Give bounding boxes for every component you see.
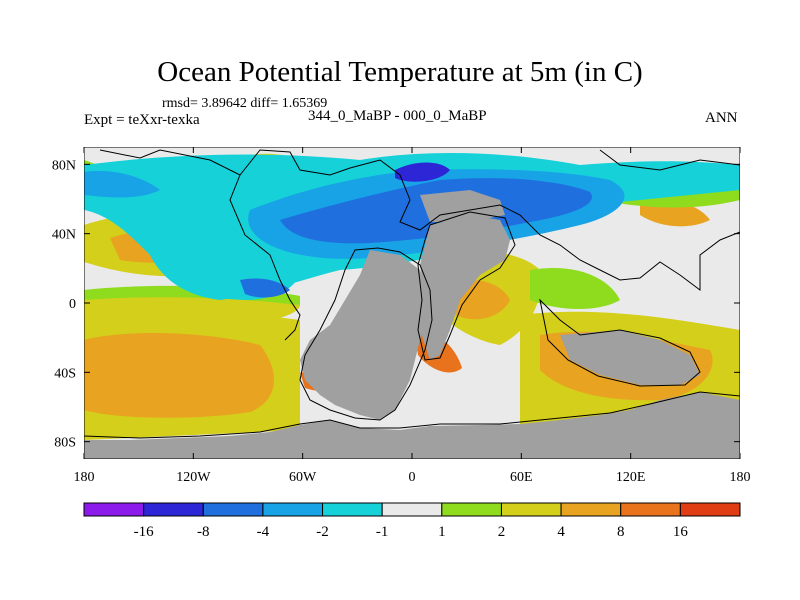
- y-tick-label: 40N: [52, 228, 76, 243]
- chart-title: Ocean Potential Temperature at 5m (in C): [157, 56, 643, 88]
- colorbar-swatch: [560, 502, 622, 517]
- temperature-field: [84, 147, 740, 459]
- colorbar-label: 1: [438, 524, 446, 540]
- colorbar-swatch: [620, 502, 681, 517]
- land-mask-east-block: [560, 330, 700, 385]
- pacific-cold-tongue: [240, 278, 290, 298]
- continent-outlines: [84, 149, 740, 439]
- x-tick-label: 60E: [510, 470, 533, 485]
- south-pacific-warm-patch: [84, 333, 274, 418]
- colorbar-swatch: [679, 502, 741, 517]
- colorbar-swatch: [202, 502, 264, 517]
- colorbar-label: -16: [134, 524, 154, 540]
- outline-north-landmass: [99, 149, 740, 291]
- colorbar: -16 -8 -4 -2 -1 1 2 4 8 16: [83, 502, 741, 540]
- colorbar-label: -4: [257, 524, 270, 540]
- experiment-label: Expt = teXxr-texka: [84, 112, 200, 128]
- land-mask-africa: [420, 215, 510, 360]
- equatorial-warm-band: [84, 295, 300, 329]
- y-axis: 80N 40N 0 40S 80S: [52, 158, 740, 451]
- colorbar-swatch: [143, 502, 204, 517]
- land-mask-south-america: [300, 250, 430, 420]
- colorbar-swatch: [83, 502, 145, 517]
- colorbar-label: -2: [316, 524, 329, 540]
- indian-green-band: [530, 268, 620, 309]
- outline-north-east: [599, 149, 740, 171]
- x-tick-label: 180: [74, 470, 95, 485]
- outline-africa: [417, 211, 516, 361]
- colorbar-swatch: [500, 502, 562, 517]
- land-mask-southern-continent: [84, 392, 740, 459]
- y-tick-label: 0: [69, 297, 76, 312]
- y-tick-label: 80N: [52, 158, 76, 173]
- x-tick-label: 0: [409, 470, 416, 485]
- outline-southern-continent: [84, 391, 740, 439]
- x-axis: 180 120W 60W 0 60E 120E 180: [74, 147, 751, 485]
- y-tick-label: 40S: [54, 366, 76, 381]
- colorbar-label: -1: [376, 524, 389, 540]
- comparison-label: 344_0_MaBP - 000_0_MaBP: [308, 108, 487, 124]
- season-label: ANN: [705, 110, 738, 126]
- colorbar-swatch: [322, 502, 383, 517]
- colorbar-swatch: [381, 502, 443, 517]
- colorbar-label: 16: [673, 524, 689, 540]
- stats-line: rmsd= 3.89642 diff= 1.65369: [162, 96, 328, 111]
- colorbar-label: 2: [498, 524, 506, 540]
- y-tick-label: 80S: [54, 436, 76, 451]
- x-tick-label: 180: [730, 470, 751, 485]
- colorbar-swatch: [262, 502, 324, 517]
- colorbar-label: 8: [617, 524, 625, 540]
- outline-east-landmass: [539, 298, 701, 387]
- x-tick-label: 60W: [289, 470, 317, 485]
- x-tick-label: 120E: [616, 470, 646, 485]
- colorbar-label: -8: [197, 524, 210, 540]
- west-cool-patch: [84, 170, 160, 198]
- colorbar-label: 4: [557, 524, 565, 540]
- arctic-very-cold-spot: [395, 162, 450, 182]
- outline-west-coast: [229, 174, 301, 341]
- x-tick-label: 120W: [176, 470, 211, 485]
- colorbar-swatch: [441, 502, 502, 517]
- outline-south-america: [299, 247, 433, 421]
